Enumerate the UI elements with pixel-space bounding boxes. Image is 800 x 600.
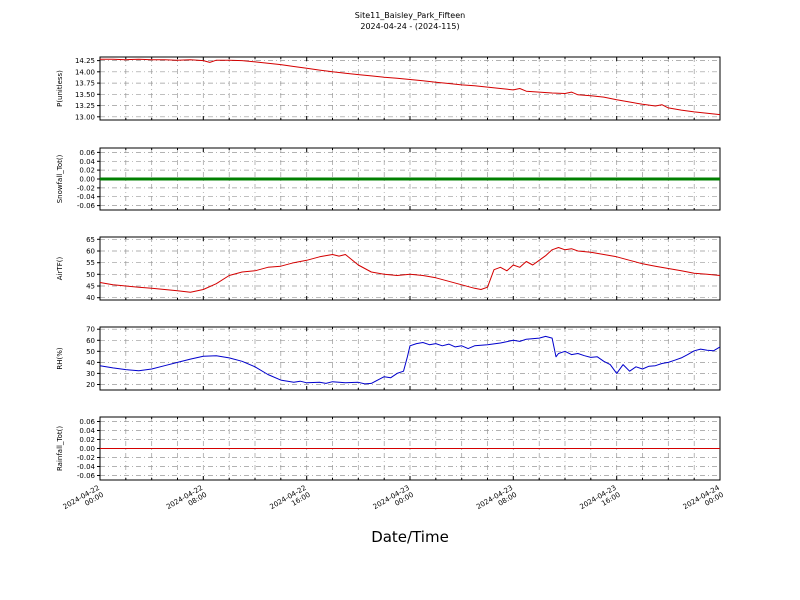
svg-text:50: 50	[86, 271, 95, 279]
svg-text:0.06: 0.06	[79, 418, 95, 426]
svg-text:-0.04: -0.04	[77, 463, 96, 471]
svg-text:13.25: 13.25	[75, 102, 95, 110]
svg-text:0.02: 0.02	[79, 167, 95, 175]
svg-text:-0.06: -0.06	[77, 202, 96, 210]
svg-text:0.04: 0.04	[79, 158, 95, 166]
svg-text:0.04: 0.04	[79, 427, 95, 435]
svg-text:70: 70	[86, 326, 95, 334]
chart-title-line2: 2024-04-24 - (2024-115)	[360, 21, 460, 31]
svg-text:0.00: 0.00	[79, 176, 95, 184]
svg-text:RH(%): RH(%)	[56, 347, 64, 370]
svg-text:2024-04-2216:00: 2024-04-2216:00	[268, 484, 311, 518]
svg-text:-0.04: -0.04	[77, 193, 96, 201]
svg-text:60: 60	[86, 337, 95, 345]
svg-text:30: 30	[86, 370, 95, 378]
svg-text:Snowfall_Tot(): Snowfall_Tot()	[56, 154, 64, 203]
svg-text:40: 40	[86, 359, 95, 367]
svg-text:45: 45	[86, 283, 95, 291]
svg-text:-0.02: -0.02	[77, 184, 95, 192]
x-axis-title: Date/Time	[371, 528, 449, 546]
svg-text:P(unitless): P(unitless)	[56, 70, 64, 107]
svg-text:0.02: 0.02	[79, 436, 95, 444]
svg-text:2024-04-2308:00: 2024-04-2308:00	[475, 484, 518, 518]
svg-text:13.75: 13.75	[75, 80, 95, 88]
svg-text:-0.02: -0.02	[77, 454, 95, 462]
svg-text:AirTF(): AirTF()	[56, 257, 64, 281]
svg-text:55: 55	[86, 259, 95, 267]
chart-title-line1: Site11_Baisley_Park_Fifteen	[354, 11, 466, 20]
svg-text:2024-04-2300:00: 2024-04-2300:00	[372, 484, 415, 518]
svg-text:20: 20	[86, 381, 95, 389]
svg-text:60: 60	[86, 248, 95, 256]
svg-text:13.50: 13.50	[75, 91, 95, 99]
svg-text:Rainfall_Tot(): Rainfall_Tot()	[56, 426, 64, 471]
svg-text:0.00: 0.00	[79, 445, 95, 453]
svg-text:2024-04-2316:00: 2024-04-2316:00	[578, 484, 621, 518]
svg-text:2024-04-2208:00: 2024-04-2208:00	[165, 484, 208, 518]
svg-text:14.00: 14.00	[75, 68, 95, 76]
svg-text:0.06: 0.06	[79, 149, 95, 157]
svg-text:50: 50	[86, 348, 95, 356]
chart-title: Site11_Baisley_Park_Fifteen 2024-04-24 -…	[100, 11, 720, 33]
svg-text:2024-04-2200:00: 2024-04-2200:00	[62, 484, 105, 518]
svg-text:-0.06: -0.06	[77, 472, 96, 480]
svg-text:13.00: 13.00	[75, 113, 95, 121]
svg-text:40: 40	[86, 294, 95, 302]
svg-text:2024-04-2400:00: 2024-04-2400:00	[682, 484, 726, 518]
svg-text:65: 65	[86, 236, 95, 244]
svg-text:14.25: 14.25	[75, 57, 95, 65]
